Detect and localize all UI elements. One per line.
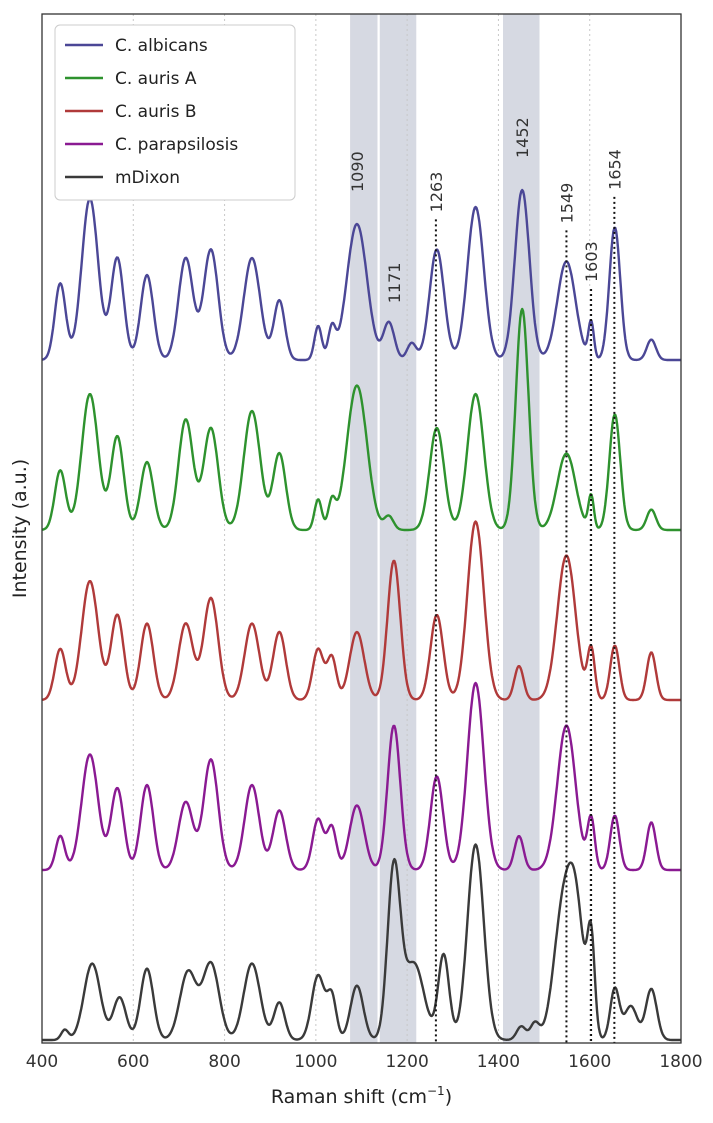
series-line-2: [41, 520, 682, 702]
peak-label-1090: 1090: [348, 151, 367, 192]
series-line-3: [41, 681, 682, 872]
legend-label-3: C. parapsilosis: [115, 135, 238, 155]
shaded-band-0: [350, 14, 378, 1043]
legend-label-0: C. albicans: [115, 36, 208, 56]
legend: C. albicans C. auris A C. auris B C. paraps…: [54, 24, 296, 201]
peak-label-1549: 1549: [557, 183, 576, 224]
series-line-1: [41, 307, 682, 532]
series-line-0: [41, 188, 682, 362]
legend-label-2: C. auris B: [115, 102, 197, 122]
peak-label-1603: 1603: [582, 241, 601, 282]
series-lines: [41, 188, 682, 1042]
x-tick-label-800: 800: [208, 1052, 240, 1072]
x-axis-label-superscript: −1: [427, 1084, 445, 1098]
x-axis-ticks: 400 600 800 1000 1200 1400 1600 1800: [26, 1052, 703, 1072]
shaded-bands: [350, 14, 540, 1043]
plot-frame: [41, 13, 682, 1044]
x-tick-label-1800: 1800: [659, 1052, 702, 1072]
y-axis-label: Intensity (a.u.): [9, 459, 31, 598]
x-axis-label: Raman shift (cm−1): [271, 1084, 452, 1108]
x-tick-label-600: 600: [117, 1052, 149, 1072]
legend-box: [54, 24, 296, 201]
x-tick-label-1400: 1400: [477, 1052, 520, 1072]
x-tick-label-1000: 1000: [294, 1052, 337, 1072]
peak-label-1171: 1171: [385, 263, 404, 304]
legend-label-1: C. auris A: [115, 69, 197, 89]
x-tick-label-1200: 1200: [386, 1052, 429, 1072]
x-tick-label-1600: 1600: [568, 1052, 611, 1072]
series-line-4: [41, 843, 682, 1042]
legend-label-4: mDixon: [115, 168, 180, 188]
peak-label-1654: 1654: [605, 149, 624, 190]
x-tick-label-400: 400: [26, 1052, 58, 1072]
peak-label-1263: 1263: [427, 172, 446, 213]
shaded-band-2: [502, 14, 540, 1043]
peak-label-1452: 1452: [513, 117, 532, 158]
peak-markers: 1090 1171 1263 1452 1549 1603 1654: [348, 117, 624, 1043]
